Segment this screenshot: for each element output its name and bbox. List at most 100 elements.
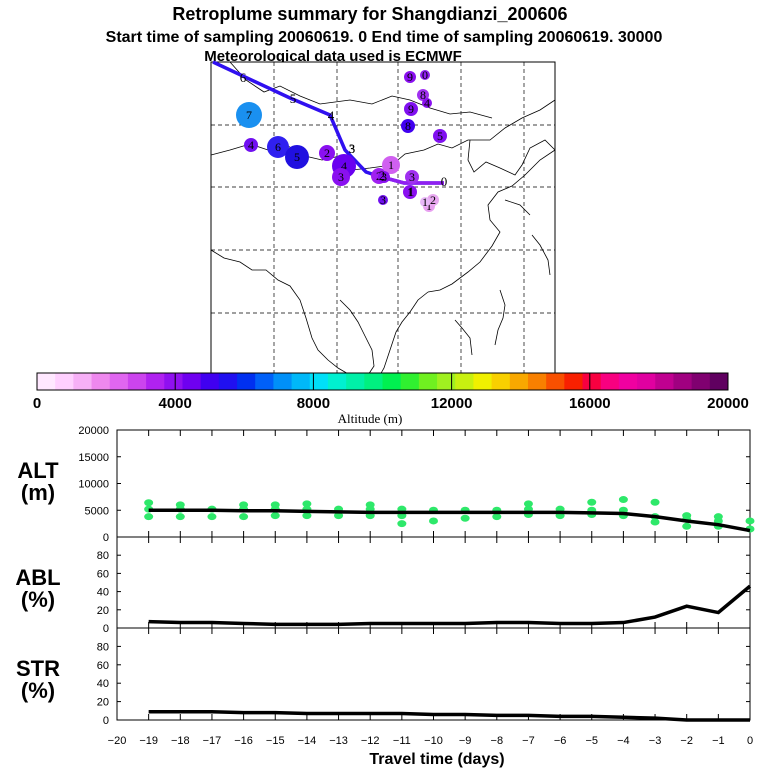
plume-cluster-label: 2 bbox=[430, 193, 436, 207]
colorbar-swatch bbox=[91, 373, 111, 390]
scatter-point bbox=[460, 514, 470, 522]
y-tick-label: 0 bbox=[103, 623, 109, 635]
x-tick-label: −10 bbox=[424, 735, 443, 747]
scatter-point bbox=[302, 512, 312, 520]
scatter-point bbox=[270, 512, 280, 520]
scatter-point bbox=[239, 513, 249, 521]
trajectory-day-label: 4 bbox=[328, 108, 335, 123]
time-series-panels: ALT(m)05000100001500020000ABL(%)02040608… bbox=[15, 425, 755, 768]
x-tick-label: −7 bbox=[522, 735, 535, 747]
scatter-point bbox=[682, 522, 692, 530]
trajectory-day-label: 5 bbox=[290, 91, 297, 106]
plume-cluster-label: 5 bbox=[294, 150, 300, 164]
plume-cluster-label: 1 bbox=[422, 195, 428, 209]
panel-label: ALT bbox=[17, 458, 59, 483]
map-gridlines bbox=[211, 62, 555, 375]
plume-cluster-dot bbox=[403, 185, 417, 199]
plume-cluster-label: 8 bbox=[420, 88, 426, 102]
plume-cluster-dot bbox=[405, 170, 419, 184]
panel-label: ABL bbox=[15, 565, 60, 590]
scatter-point bbox=[175, 513, 185, 521]
colorbar-swatch bbox=[673, 373, 693, 390]
colorbar-title: Altitude (m) bbox=[338, 411, 403, 426]
plume-cluster-label: 1 bbox=[388, 158, 394, 172]
plume-cluster-dot bbox=[401, 119, 415, 133]
plume-cluster-label: 3 bbox=[380, 193, 386, 207]
plume-cluster-label: 5 bbox=[437, 129, 443, 143]
plume-cluster-dot bbox=[285, 145, 309, 169]
colorbar-swatch bbox=[255, 373, 274, 390]
x-tick-label: −15 bbox=[266, 735, 285, 747]
x-tick-label: −8 bbox=[491, 735, 504, 747]
colorbar-swatch bbox=[346, 373, 365, 390]
y-tick-label: 80 bbox=[97, 550, 109, 562]
colorbar-swatch bbox=[273, 373, 293, 390]
x-tick-label: −5 bbox=[585, 735, 598, 747]
trajectory-day-labels: 0 1 2 3 4 5 6 bbox=[240, 70, 448, 199]
plume-cluster-dot bbox=[420, 70, 430, 80]
colorbar-swatch bbox=[164, 373, 183, 390]
scatter-point bbox=[144, 499, 154, 507]
x-tick-label: −20 bbox=[108, 735, 127, 747]
colorbar-swatch bbox=[418, 373, 438, 390]
x-tick-label: −13 bbox=[329, 735, 348, 747]
plume-cluster-dot bbox=[420, 197, 430, 207]
colorbar-swatch bbox=[127, 373, 147, 390]
colorbar-tick-label: 20000 bbox=[707, 395, 749, 412]
colorbar-swatch bbox=[709, 373, 729, 390]
y-tick-label: 60 bbox=[97, 568, 109, 580]
plume-cluster-label: 2 bbox=[324, 146, 330, 160]
y-tick-label: 40 bbox=[97, 678, 109, 690]
colorbar-swatch bbox=[382, 373, 402, 390]
series-line bbox=[148, 508, 751, 533]
colorbar-swatch bbox=[182, 373, 202, 390]
plume-cluster-dot bbox=[378, 195, 388, 205]
panel-label: STR bbox=[16, 656, 60, 681]
x-tick-label: −19 bbox=[139, 735, 158, 747]
colorbar-tick-label: 8000 bbox=[297, 395, 330, 412]
trajectory-day-label: 6 bbox=[240, 70, 247, 85]
colorbar-swatch bbox=[200, 373, 220, 390]
altitude-colorbar: 0 4000 8000 12000 16000 20000 bbox=[33, 372, 749, 412]
scatter-point bbox=[144, 513, 154, 521]
colorbar-swatch bbox=[364, 373, 383, 390]
x-tick-label: −4 bbox=[617, 735, 630, 747]
plume-cluster-dot bbox=[319, 145, 335, 161]
scatter-point bbox=[650, 498, 660, 506]
colorbar-swatch bbox=[437, 373, 456, 390]
title-line-1: Retroplume summary for Shangdianzi_20060… bbox=[172, 4, 567, 24]
panel-unit: (%) bbox=[21, 678, 55, 703]
panel-unit: (m) bbox=[21, 480, 55, 505]
x-tick-label: −6 bbox=[554, 735, 567, 747]
y-tick-label: 20 bbox=[97, 697, 109, 709]
scatter-point bbox=[523, 500, 533, 508]
scatter-point bbox=[618, 496, 628, 504]
scatter-point bbox=[270, 501, 280, 509]
colorbar-swatch bbox=[546, 373, 565, 390]
x-tick-label: −3 bbox=[649, 735, 662, 747]
scatter-point bbox=[302, 500, 312, 508]
chart-panel-alt: ALT(m) 0 5000 10000 15000 20000 bbox=[17, 425, 755, 544]
x-tick-label: −11 bbox=[393, 735, 411, 747]
scatter-point bbox=[745, 517, 755, 525]
colorbar-swatch bbox=[637, 373, 656, 390]
plume-cluster-label: 9 bbox=[408, 102, 414, 116]
scatter-point bbox=[650, 518, 660, 526]
trajectory-day-label: 0 bbox=[441, 174, 448, 189]
colorbar-swatch bbox=[309, 373, 329, 390]
plot-frame bbox=[116, 627, 751, 721]
colorbar-swatch bbox=[37, 373, 56, 390]
panel-unit: (%) bbox=[21, 587, 55, 612]
y-tick-label: 15000 bbox=[78, 452, 109, 464]
colorbar-swatch bbox=[291, 373, 311, 390]
x-tick-label: −16 bbox=[234, 735, 253, 747]
series-line bbox=[148, 709, 750, 722]
plume-cluster-dot bbox=[422, 98, 432, 108]
colorbar-tick-label: 12000 bbox=[431, 395, 473, 412]
plume-cluster-dot bbox=[433, 129, 447, 143]
plume-cluster-dot bbox=[404, 102, 418, 116]
plume-cluster-label: 3 bbox=[349, 142, 355, 156]
colorbar-swatch bbox=[509, 373, 529, 390]
